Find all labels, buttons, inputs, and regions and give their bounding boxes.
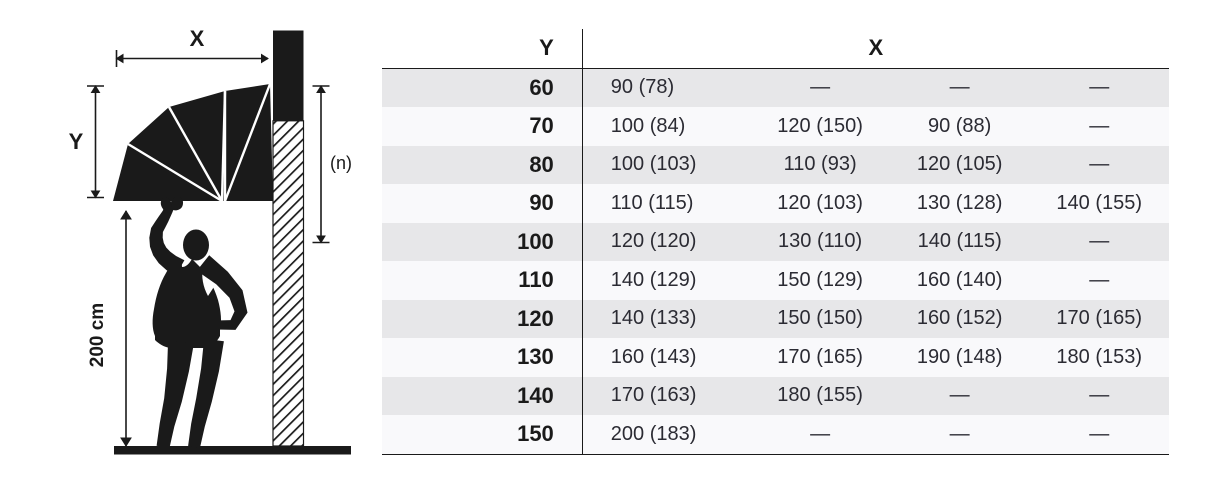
svg-text:Y: Y bbox=[69, 129, 84, 154]
svg-text:200 cm: 200 cm bbox=[87, 303, 108, 367]
svg-text:X: X bbox=[190, 26, 205, 51]
svg-text:(n): (n) bbox=[330, 153, 352, 173]
